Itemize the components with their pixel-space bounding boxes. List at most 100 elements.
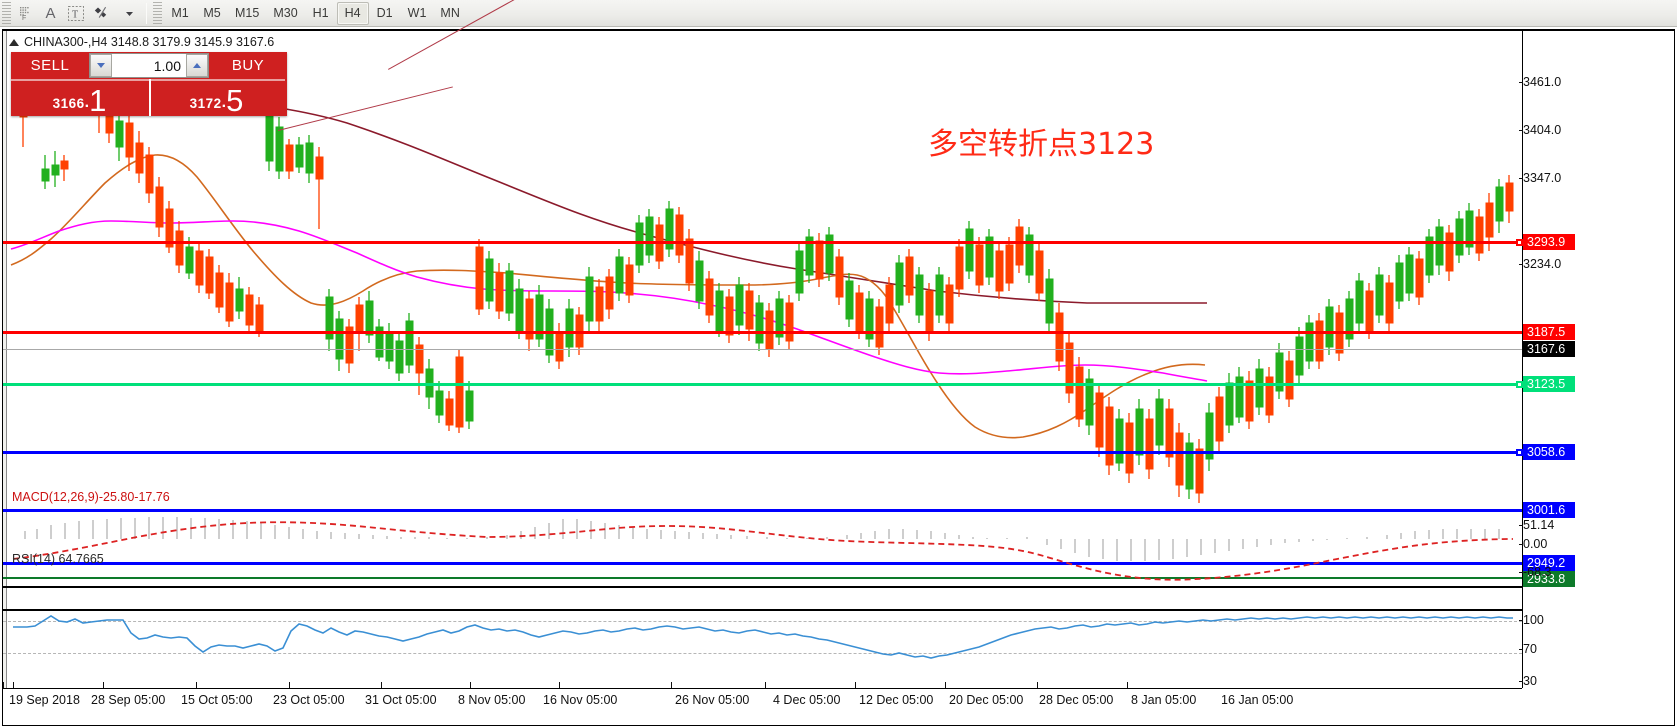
macd-histogram-and-signal [12,517,1514,581]
symbol-ohlc-text: CHINA300-,H4 3148.8 3179.9 3145.9 3167.6 [24,35,275,49]
price-tag-resistance-3187[interactable]: 3187.5 [1523,324,1575,340]
sell-price-separator: . [84,94,90,111]
macd-tick-label: -68.3 [1523,565,1552,579]
resistance-line-3293[interactable] [3,239,1523,246]
price-tag-resistance-3293[interactable]: 3293.9 [1523,234,1575,250]
tick-mark [1519,681,1523,682]
support-line-2933[interactable] [3,577,1522,579]
svg-text:F: F [22,15,26,21]
time-label-1: 28 Sep 05:00 [91,693,166,707]
chart-annotation-text[interactable]: 多空转折点3123 [928,127,1155,162]
macd-pane-separator [3,586,1522,588]
last-price-line [3,349,1522,350]
timeframe-bar-drag-handle[interactable] [153,2,162,24]
svg-text:T: T [72,9,78,20]
support-line-3058[interactable] [3,449,1523,456]
macd-signal-line [12,521,1514,581]
time-tick [289,682,290,688]
tick-mark [1519,264,1523,265]
caret-up-icon [193,63,201,68]
tick-mark [1519,620,1523,621]
price-tick-3404: 3404.0 [1519,123,1561,137]
chevron-down-icon[interactable] [117,2,142,25]
volume-decrement-button[interactable] [90,54,112,77]
one-click-trading-panel[interactable]: SELL 1.00 BUY 3166 . 1 3172 . 5 [11,52,287,116]
trade-panel-top-row: SELL 1.00 BUY [11,52,287,79]
text-box-icon[interactable]: T [63,2,89,25]
rsi-14-line [13,615,1513,659]
price-tag-support-3001[interactable]: 3001.6 [1523,502,1575,518]
price-tick-3347: 3347.0 [1519,171,1561,185]
level-anchor-3293[interactable] [1516,239,1523,246]
tick-mark [1519,178,1523,179]
timeframe-mn[interactable]: MN [440,6,460,20]
timeframe-m30[interactable]: M30 [273,6,298,20]
text-label-icon[interactable]: A [38,2,63,25]
price-tag-support-2949[interactable]: 2949.2 [1523,555,1575,571]
collapse-triangle-icon[interactable] [9,38,19,46]
macd-tick-neg683: -68.3 [1519,565,1552,579]
crosshair-f-icon[interactable]: F [13,2,38,25]
timeframe-h4[interactable]: H4 [336,1,369,25]
rsi-line-series [13,615,1513,659]
time-tick [13,682,14,688]
time-tick [470,682,471,688]
toolbar-drag-handle[interactable] [2,2,11,24]
sell-price-decimal: 1 [89,83,107,119]
time-tick [559,682,560,688]
rsi-pane-separator [3,609,1522,611]
timeframe-h1[interactable]: H1 [312,6,329,20]
price-tag-support-3058[interactable]: 3058.6 [1523,444,1575,460]
time-label-9: 12 Dec 05:00 [859,693,934,707]
timeframe-m15[interactable]: M15 [235,6,260,20]
time-label-12: 8 Jan 05:00 [1131,693,1197,707]
buy-price-display[interactable]: 3172 . 5 [148,79,285,116]
support-line-3001[interactable] [3,509,1522,512]
pivot-line-3123[interactable] [3,381,1523,388]
macd-tick-000: 0.00 [1519,537,1548,551]
rsi-overbought-guide [3,621,1522,622]
sell-price-display[interactable]: 3166 . 1 [11,79,148,116]
time-label-3: 23 Oct 05:00 [273,693,345,707]
price-tag-support-2933[interactable]: 2933.8 [1523,571,1575,587]
volume-input[interactable]: 1.00 [112,54,186,77]
timeframe-m5[interactable]: M5 [203,6,221,20]
time-label-13: 16 Jan 05:00 [1221,693,1294,707]
macd-tick-label: 0.00 [1523,537,1548,551]
price-tick-3461: 3461.0 [1519,75,1561,89]
buy-button[interactable]: BUY [231,57,265,74]
volume-stepper[interactable]: 1.00 [89,53,209,78]
rsi-indicator-label[interactable]: RSI(14) 64.7665 [12,552,104,566]
shapes-icon[interactable] [89,2,117,25]
timeframe-w1[interactable]: W1 [407,6,427,20]
timeframe-m1[interactable]: M1 [171,6,189,20]
sell-price-integer: 3166 [52,96,85,111]
volume-increment-button[interactable] [186,54,208,77]
time-label-8: 4 Dec 05:00 [773,693,841,707]
buy-price-integer: 3172 [189,96,222,111]
rsi-tick-30: 30 [1519,674,1537,688]
time-label-0: 19 Sep 2018 [9,693,80,707]
tick-mark [1519,82,1523,83]
level-anchor-3123[interactable] [1516,381,1523,388]
trade-panel-price-row: 3166 . 1 3172 . 5 [11,79,287,116]
trade-panel-divider [149,79,151,116]
buy-price-separator: . [221,94,227,111]
macd-tick-5114: 51.14 [1519,518,1555,532]
candlestick-series: .up { stroke:#22b01e; fill:#22b01e; } .d… [10,57,1514,503]
price-tag-pivot-3123[interactable]: 3123.5 [1523,376,1575,392]
macd-tick-label: 51.14 [1523,518,1555,532]
sell-button[interactable]: SELL [30,57,70,74]
time-tick [381,682,382,688]
macd-indicator-label[interactable]: MACD(12,26,9)-25.80-17.76 [12,490,170,504]
time-tick [1037,682,1038,688]
buy-price-decimal: 5 [226,83,244,119]
timeframe-d1[interactable]: D1 [376,6,393,20]
level-anchor-3058[interactable] [1516,449,1523,456]
resistance-line-3187[interactable] [3,331,1522,334]
chart-plot-area[interactable]: CHINA300-,H4 3148.8 3179.9 3145.9 3167.6… [3,0,1674,725]
time-axis-separator [3,688,1522,689]
support-line-2949[interactable] [3,562,1522,565]
chart-left-rail [3,31,7,688]
